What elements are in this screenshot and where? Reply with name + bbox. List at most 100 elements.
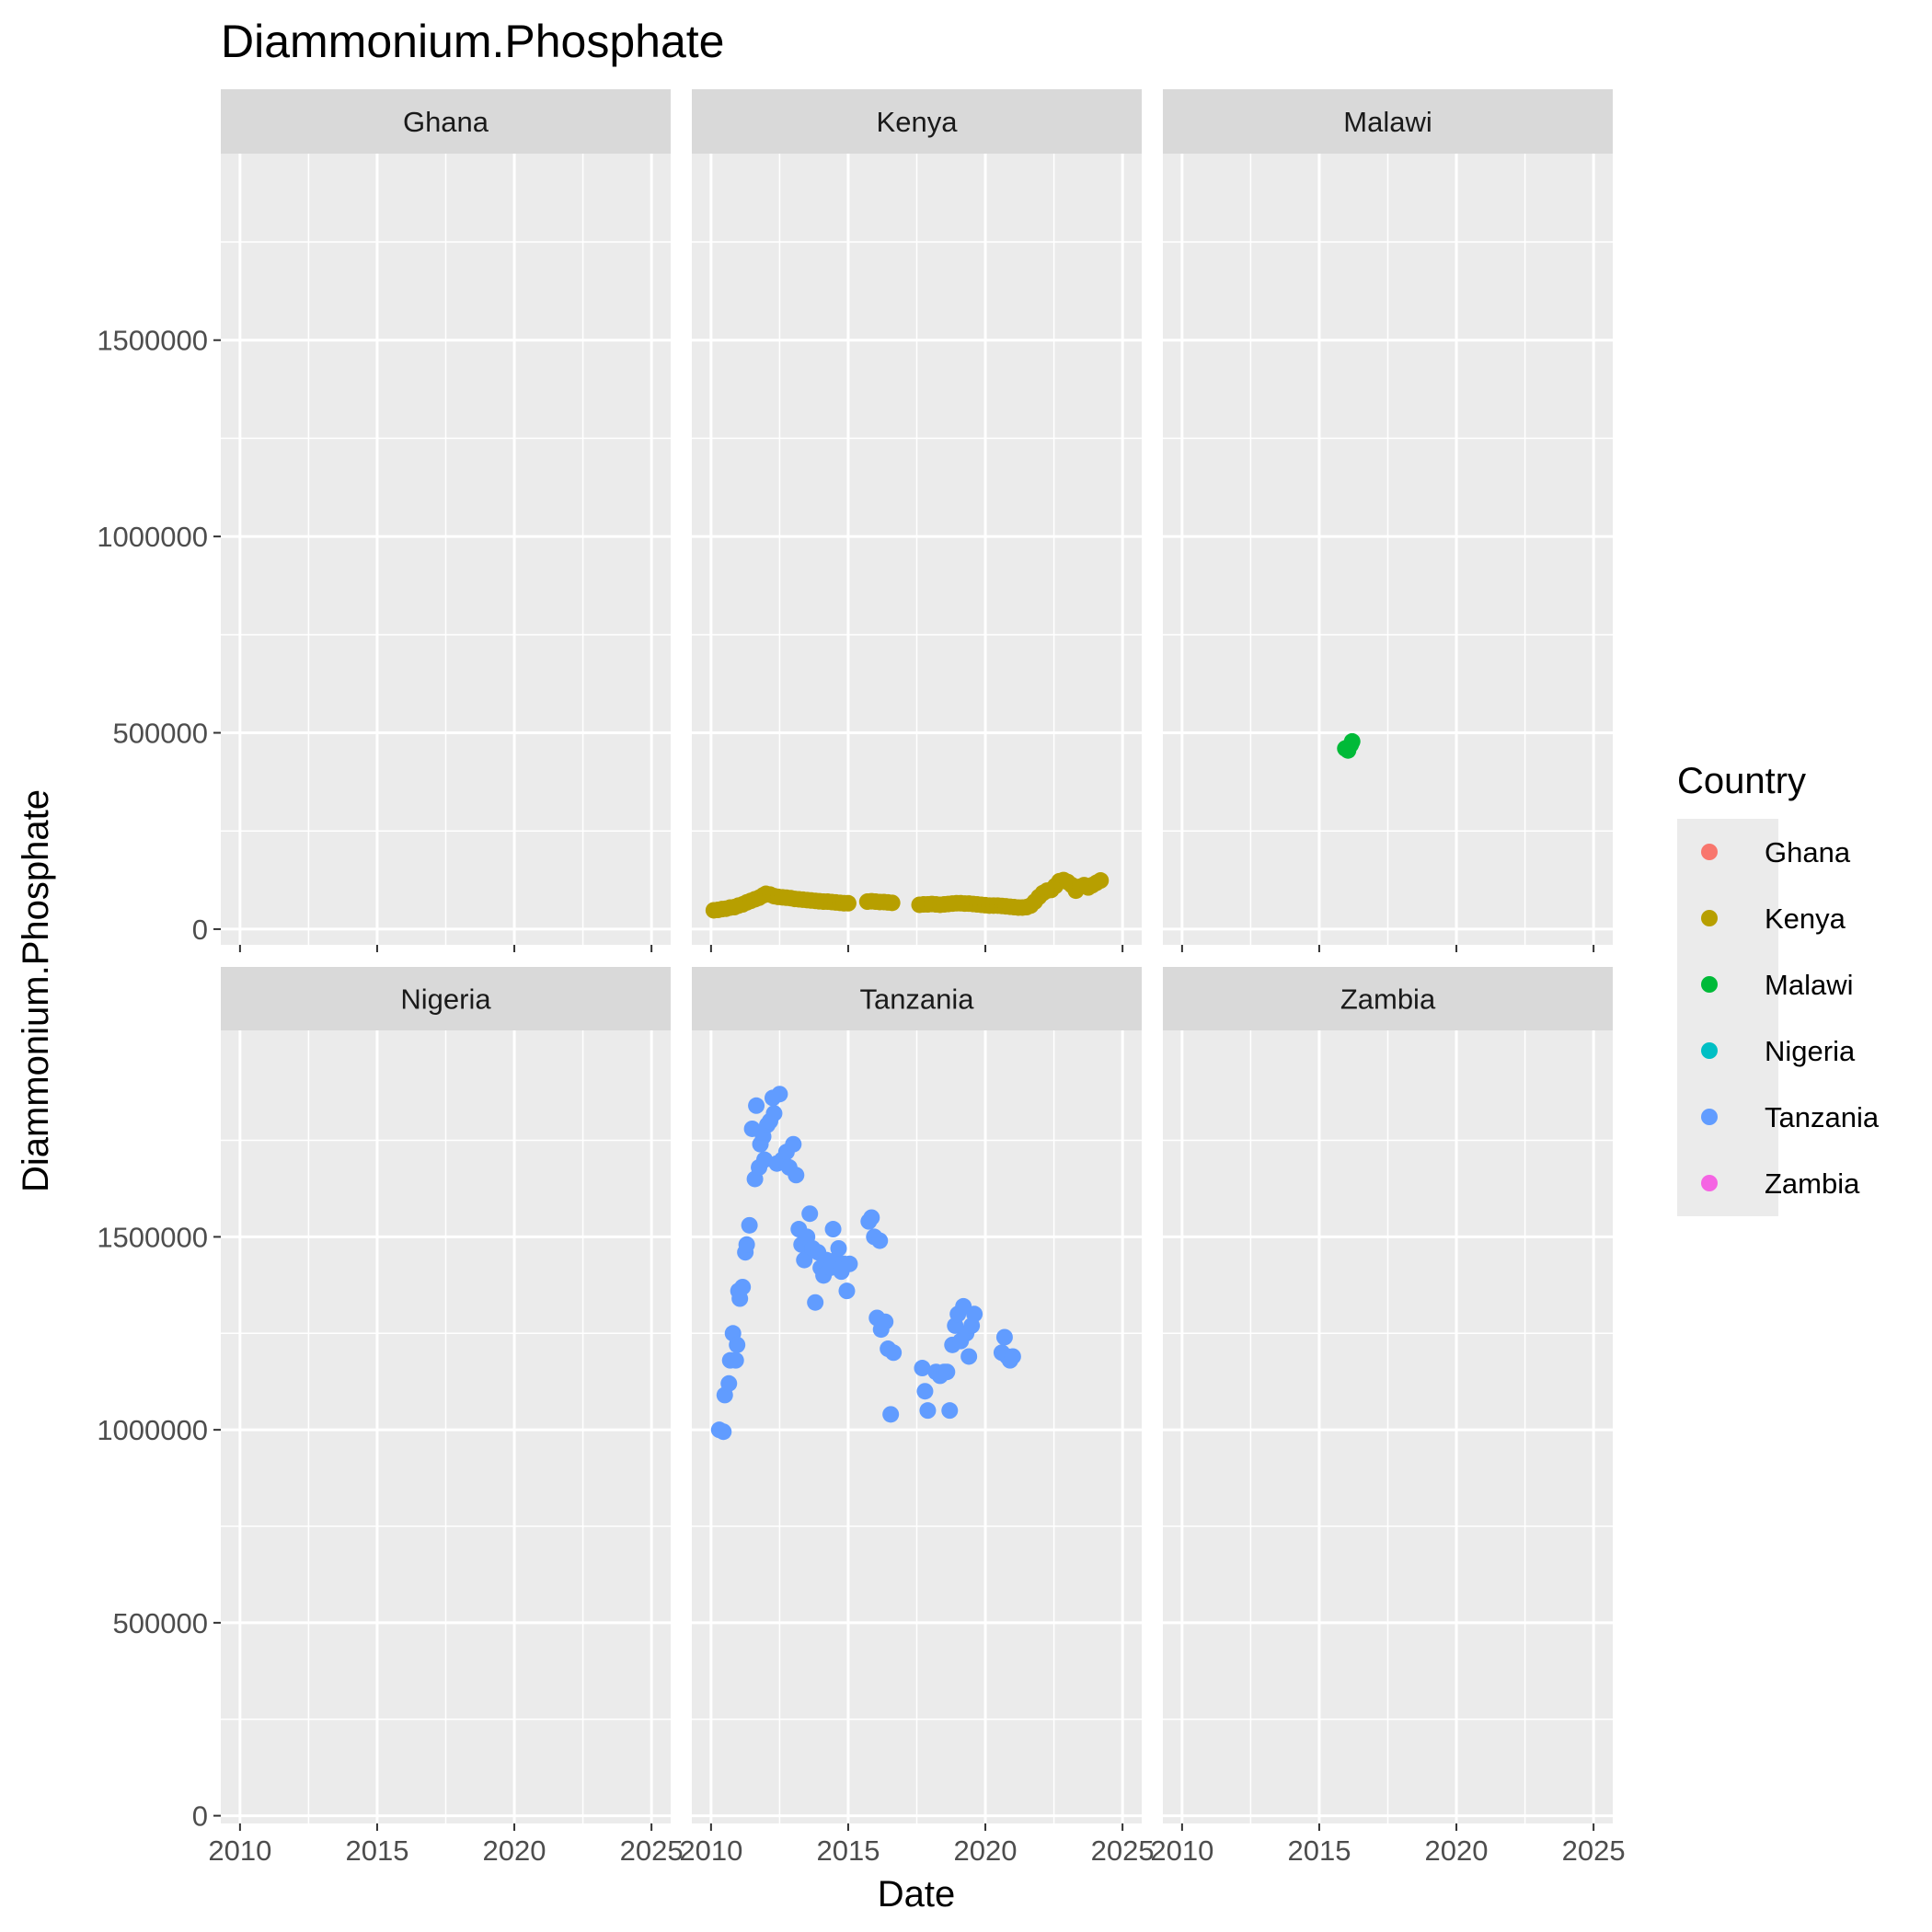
x-tick-label: 2015 [1287, 1834, 1351, 1867]
data-point-tanzania [741, 1216, 758, 1234]
data-point-tanzania [919, 1402, 937, 1420]
data-point-tanzania [960, 1348, 978, 1365]
facet-strip-label: Nigeria [400, 983, 491, 1016]
legend-key [1701, 844, 1718, 860]
data-point-tanzania [807, 1294, 824, 1311]
data-point-tanzania [727, 1351, 744, 1369]
data-point-tanzania [738, 1236, 755, 1253]
facet-panel-zambia: Zambia 2010 2015 2020 2025 [1150, 967, 1626, 1867]
y-tick-label: 1000000 [97, 521, 208, 553]
data-point-tanzania [914, 1360, 931, 1377]
x-tick-label: 2025 [1562, 1834, 1626, 1867]
legend-label: Zambia [1765, 1167, 1860, 1200]
x-tick-label: 2015 [345, 1834, 408, 1867]
y-tick-label: 1500000 [97, 325, 208, 357]
data-point-tanzania [771, 1086, 788, 1103]
y-tick-label: 0 [192, 914, 208, 946]
legend-key [1701, 910, 1718, 926]
facet-strip-label: Malawi [1343, 106, 1432, 138]
legend-item-kenya: Kenya [1701, 903, 1846, 935]
facet-panels: Ghana 0 500000 1000000 1500000 Kenya Malawi Nig… [97, 89, 1626, 1867]
legend-item-malawi: Malawi [1701, 969, 1853, 1001]
legend-items: Ghana Kenya Malawi Nigeria Tanzania Zambia [1701, 836, 1880, 1200]
facet-panel-malawi: Malawi [1163, 89, 1613, 952]
facet-strip-label: Zambia [1340, 983, 1436, 1016]
facet-strip [692, 967, 1142, 1030]
data-point-tanzania [841, 1255, 858, 1272]
legend: Country Ghana Kenya Malawi Nigeria Tanzania Z… [1677, 761, 1880, 1216]
x-tick-label: 2020 [954, 1834, 1018, 1867]
legend-item-ghana: Ghana [1701, 836, 1851, 868]
legend-label: Kenya [1765, 903, 1846, 935]
x-tick-label: 2020 [1425, 1834, 1489, 1867]
data-point-tanzania [824, 1221, 842, 1238]
facet-strip-label: Ghana [403, 106, 489, 138]
data-point-tanzania [765, 1105, 783, 1122]
facet-strip-label: Kenya [877, 106, 959, 138]
x-tick-label: 2015 [816, 1834, 880, 1867]
data-point-kenya [839, 894, 857, 912]
legend-key [1701, 976, 1718, 993]
data-point-tanzania [882, 1406, 900, 1423]
y-tick-label: 1500000 [97, 1221, 208, 1253]
x-tick-label: 2010 [679, 1834, 742, 1867]
facet-strip-label: Tanzania [859, 983, 974, 1016]
legend-item-nigeria: Nigeria [1701, 1035, 1856, 1067]
facet-strip [1163, 967, 1613, 1030]
facet-strip [1163, 89, 1613, 154]
legend-label: Malawi [1765, 969, 1853, 1001]
facet-strip [221, 89, 671, 154]
legend-key [1701, 1109, 1718, 1125]
x-tick-label: 2025 [620, 1834, 684, 1867]
x-tick-label: 2010 [208, 1834, 271, 1867]
facet-panel-ghana: Ghana 0 500000 1000000 1500000 [97, 89, 671, 952]
data-point-tanzania [796, 1251, 813, 1269]
legend-key-background [1677, 819, 1778, 1216]
facet-strip [221, 967, 671, 1030]
chart-title: Diammonium.Phosphate [221, 16, 725, 67]
data-point-tanzania [995, 1328, 1013, 1346]
facet-panel-tanzania: Tanzania 2010 2015 2020 2025 [679, 967, 1155, 1867]
x-axis-title: Date [878, 1874, 956, 1915]
data-point-tanzania [916, 1383, 934, 1400]
legend-key [1701, 1042, 1718, 1059]
y-tick-label: 0 [192, 1800, 208, 1833]
data-point-kenya [883, 894, 901, 912]
data-point-tanzania [720, 1374, 738, 1392]
x-tick-label: 2020 [483, 1834, 546, 1867]
data-point-tanzania [830, 1239, 847, 1257]
legend-item-tanzania: Tanzania [1701, 1101, 1880, 1133]
data-point-tanzania [966, 1305, 983, 1323]
data-point-tanzania [863, 1209, 880, 1226]
data-point-tanzania [729, 1336, 746, 1353]
data-point-tanzania [938, 1363, 956, 1381]
data-point-tanzania [785, 1135, 802, 1153]
data-point-tanzania [941, 1402, 959, 1420]
data-point-tanzania [734, 1278, 752, 1295]
data-point-tanzania [801, 1205, 819, 1223]
data-point-tanzania [788, 1167, 805, 1184]
data-point-tanzania [838, 1282, 856, 1300]
x-tick-label: 2010 [1150, 1834, 1213, 1867]
data-point-tanzania [748, 1097, 765, 1114]
data-point-tanzania [1004, 1348, 1021, 1365]
y-tick-label: 500000 [113, 1607, 208, 1639]
legend-label: Tanzania [1765, 1101, 1880, 1133]
y-axis-title: Diammonium.Phosphate [16, 789, 56, 1192]
facet-strip [692, 89, 1142, 154]
y-tick-label: 500000 [113, 718, 208, 750]
legend-label: Nigeria [1765, 1035, 1856, 1067]
data-point-tanzania [885, 1344, 903, 1362]
facet-panel-nigeria: Nigeria 0 500000 1000000 1500000 2010 2015 2020… [97, 967, 684, 1867]
facet-panel-kenya: Kenya [692, 89, 1142, 952]
legend-key [1701, 1175, 1718, 1191]
data-point-tanzania [877, 1313, 894, 1330]
y-tick-label: 1000000 [97, 1414, 208, 1446]
data-point-malawi [1343, 732, 1361, 750]
legend-title: Country [1677, 761, 1806, 801]
data-point-tanzania [871, 1232, 889, 1249]
data-point-tanzania [715, 1423, 732, 1441]
legend-item-zambia: Zambia [1701, 1167, 1860, 1200]
x-tick-label: 2025 [1091, 1834, 1155, 1867]
